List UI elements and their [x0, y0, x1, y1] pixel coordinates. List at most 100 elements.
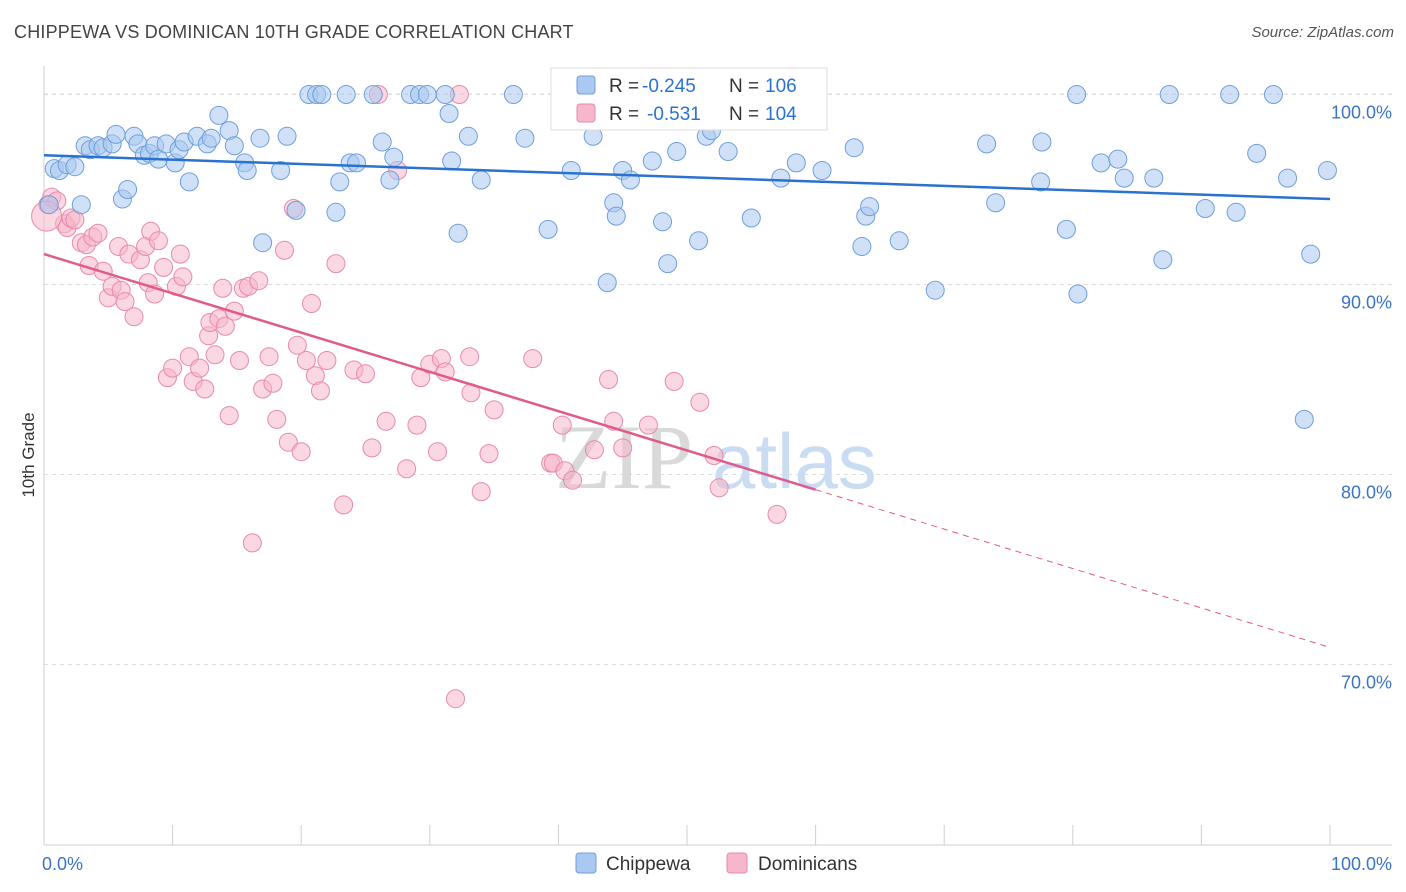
chippewa-point [1301, 244, 1321, 264]
series-legend-swatch-dominicans [726, 852, 748, 874]
chippewa-point [689, 231, 709, 251]
chippewa-point [439, 104, 459, 123]
dominicans-point [362, 438, 382, 458]
legend-n-value-chippewa: 106 [765, 76, 797, 97]
y-tick-label-1: 80.0% [1341, 483, 1392, 503]
dominicans-point [148, 231, 168, 251]
dominicans-point [397, 459, 417, 479]
y-tick-label-0: 70.0% [1341, 673, 1392, 693]
legend-r-value-dominicans: -0.531 [647, 104, 701, 125]
y-tick-label-3: 100.0% [1331, 103, 1392, 123]
dominicans-point [163, 358, 183, 378]
chippewa-point [597, 273, 617, 293]
stats-legend: R = -0.245 N = 106 R = -0.531 N = 104 [550, 67, 828, 131]
chippewa-point [179, 172, 199, 192]
dominicans-point [301, 294, 321, 313]
chippewa-point [1031, 172, 1051, 192]
chippewa-point [1226, 202, 1246, 222]
chippewa-point [1068, 284, 1088, 304]
dominicans-point [334, 495, 354, 515]
dominicans-point [356, 364, 375, 384]
chippewa-point [330, 172, 350, 192]
chippewa-point [1091, 153, 1111, 173]
chippewa-point [1108, 149, 1128, 169]
chippewa-trend-line [43, 154, 1331, 201]
chippewa-point [224, 136, 244, 156]
chippewa-point [515, 128, 535, 148]
dominicans-point [563, 470, 583, 490]
chippewa-point [380, 170, 400, 190]
chippewa-point [1195, 199, 1215, 218]
chippewa-point [1278, 168, 1298, 188]
dominicans-point [326, 254, 346, 274]
chippewa-point [237, 161, 257, 180]
chippewa-point [852, 237, 872, 256]
dominicans-point [274, 240, 294, 260]
source-label: Source: ZipAtlas.com [1251, 24, 1394, 41]
dominicans-point [709, 478, 729, 498]
dominicans-point [267, 409, 287, 429]
dominicans-point [446, 689, 466, 709]
dominicans-point [690, 392, 710, 412]
chippewa-point [435, 85, 455, 104]
chippewa-point [667, 142, 687, 161]
dominicans-point [291, 442, 311, 462]
dominicans-point [484, 400, 504, 420]
dominicans-point [190, 358, 210, 378]
dominicans-point [317, 351, 337, 370]
dominicans-point [552, 415, 572, 435]
chippewa-point [286, 200, 306, 220]
dominicans-point [170, 244, 190, 264]
dominicans-point [124, 307, 144, 327]
series-legend: Chippewa Dominicans [575, 852, 857, 875]
chippewa-point [620, 170, 640, 190]
chippewa-point [417, 85, 437, 104]
trend-lines [43, 154, 1331, 648]
dominicans-point [296, 351, 316, 370]
chippewa-point [812, 161, 832, 180]
dominicans-point [584, 440, 604, 460]
chippewa-point [384, 147, 404, 167]
watermark-atlas: atlas [712, 417, 877, 505]
chippewa-point [1153, 250, 1173, 270]
legend-swatch-dominicans [576, 103, 596, 123]
chippewa-point [606, 206, 626, 226]
chippewa-point [39, 195, 59, 215]
chippewa-point [786, 153, 806, 173]
legend-r-value-chippewa: -0.245 [642, 76, 696, 97]
chippewa-point [503, 85, 523, 104]
chippewa-point [253, 233, 273, 253]
chippewa-point [448, 223, 468, 243]
chippewa-point [209, 105, 229, 125]
dominicans-point [215, 316, 235, 336]
chippewa-point [372, 132, 392, 152]
series-legend-label-chippewa: Chippewa [606, 854, 691, 875]
dominicans-point [310, 381, 330, 401]
dominicans-point [428, 442, 448, 462]
chippewa-point [1317, 161, 1337, 180]
chippewa-point [844, 138, 864, 158]
chippewa-point [889, 231, 909, 251]
chippewa-point [860, 197, 880, 217]
dominicans-point [173, 267, 193, 287]
chippewa-point [71, 195, 91, 215]
chippewa-point [442, 151, 462, 171]
y-axis-label: 10th Grade [19, 412, 38, 497]
dominicans-point [460, 347, 480, 367]
dominicans-point [376, 411, 396, 431]
chippewa-point [65, 157, 85, 177]
chippewa-point [106, 124, 126, 144]
series-legend-label-dominicans: Dominicans [758, 854, 857, 875]
chippewa-point [471, 170, 491, 190]
chippewa-point [250, 128, 270, 148]
dominicans-point [479, 444, 499, 464]
chippewa-point [326, 202, 346, 222]
chippewa-point [1263, 85, 1283, 104]
dominicans-point [278, 432, 298, 452]
chippewa-point [977, 134, 997, 154]
chippewa-point [642, 151, 662, 171]
dominicans-point [664, 371, 684, 391]
chippewa-point [986, 193, 1006, 213]
chippewa-point [1056, 219, 1076, 239]
